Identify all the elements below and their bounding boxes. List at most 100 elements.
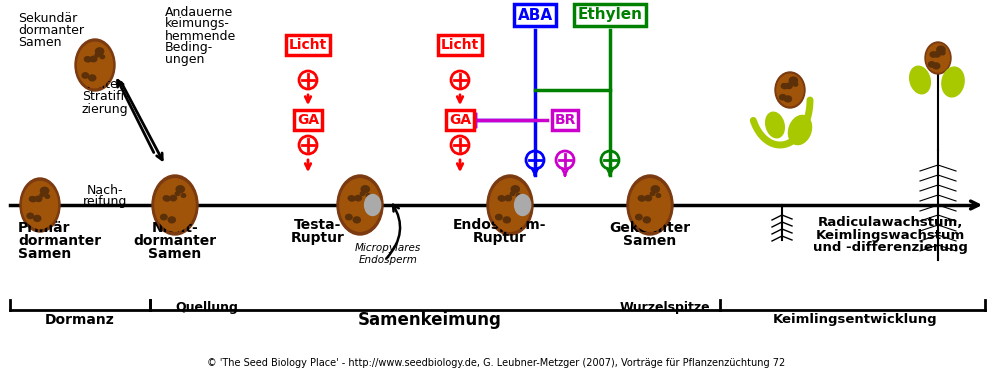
Ellipse shape <box>782 84 787 88</box>
Ellipse shape <box>643 217 651 223</box>
Ellipse shape <box>41 187 49 194</box>
Ellipse shape <box>925 42 951 74</box>
Ellipse shape <box>95 48 104 55</box>
Text: zierung: zierung <box>81 102 128 116</box>
Ellipse shape <box>337 175 383 235</box>
Ellipse shape <box>777 74 804 106</box>
Ellipse shape <box>929 62 934 67</box>
Text: Samen: Samen <box>623 234 677 248</box>
Ellipse shape <box>941 67 964 97</box>
Ellipse shape <box>34 215 41 222</box>
Ellipse shape <box>496 214 502 220</box>
Ellipse shape <box>36 196 42 201</box>
Ellipse shape <box>169 217 176 223</box>
Ellipse shape <box>340 179 380 231</box>
Text: Beding-: Beding- <box>165 42 213 54</box>
Text: dormanter: dormanter <box>134 234 216 248</box>
Ellipse shape <box>645 195 652 201</box>
Text: Samen: Samen <box>18 36 62 48</box>
Ellipse shape <box>656 194 661 197</box>
Text: Licht: Licht <box>440 38 479 52</box>
Text: und -differenzierung: und -differenzierung <box>812 242 967 254</box>
Ellipse shape <box>361 186 369 193</box>
Ellipse shape <box>365 195 381 215</box>
Ellipse shape <box>499 196 505 201</box>
Text: reifung: reifung <box>82 195 127 209</box>
Text: Kälte-: Kälte- <box>87 79 123 91</box>
Ellipse shape <box>937 50 941 54</box>
Text: Endosperm-: Endosperm- <box>453 218 547 232</box>
Ellipse shape <box>348 196 353 200</box>
Ellipse shape <box>155 179 195 231</box>
Ellipse shape <box>932 63 939 69</box>
Ellipse shape <box>170 195 177 201</box>
Ellipse shape <box>366 194 371 197</box>
Ellipse shape <box>505 195 512 201</box>
Ellipse shape <box>930 52 936 57</box>
Text: Endosperm: Endosperm <box>358 255 418 265</box>
Ellipse shape <box>85 57 91 62</box>
Text: ungen: ungen <box>165 54 204 67</box>
Ellipse shape <box>930 52 935 57</box>
Text: Testa-: Testa- <box>295 218 341 232</box>
Text: Dormanz: Dormanz <box>45 313 115 327</box>
Text: Stratifi-: Stratifi- <box>81 90 128 104</box>
Text: © 'The Seed Biology Place' - http://www.seedbiology.de, G. Leubner-Metzger (2007: © 'The Seed Biology Place' - http://www.… <box>207 358 785 368</box>
Ellipse shape <box>933 52 940 57</box>
Ellipse shape <box>27 213 34 218</box>
Ellipse shape <box>177 186 185 193</box>
Ellipse shape <box>498 196 504 200</box>
Text: Andauerne: Andauerne <box>165 6 233 19</box>
Ellipse shape <box>95 53 99 57</box>
Text: ABA: ABA <box>518 8 553 23</box>
Ellipse shape <box>152 175 198 235</box>
Ellipse shape <box>88 75 96 81</box>
Ellipse shape <box>936 46 945 53</box>
Ellipse shape <box>516 194 521 197</box>
Ellipse shape <box>515 195 531 215</box>
Ellipse shape <box>345 214 352 220</box>
Ellipse shape <box>182 194 186 197</box>
Text: Samenkeimung: Samenkeimung <box>358 311 502 329</box>
Ellipse shape <box>510 192 515 195</box>
Ellipse shape <box>780 94 786 100</box>
Text: Samen: Samen <box>149 247 201 261</box>
Ellipse shape <box>490 179 530 231</box>
Ellipse shape <box>794 82 798 86</box>
Ellipse shape <box>349 196 355 201</box>
Text: Radiculawachstum,: Radiculawachstum, <box>817 215 962 228</box>
Ellipse shape <box>940 51 945 55</box>
Ellipse shape <box>82 73 88 78</box>
Text: Primär: Primär <box>18 221 70 235</box>
Ellipse shape <box>766 112 785 138</box>
Ellipse shape <box>23 181 58 229</box>
Ellipse shape <box>164 196 169 200</box>
Ellipse shape <box>627 175 673 235</box>
Ellipse shape <box>30 197 36 202</box>
Ellipse shape <box>353 217 360 223</box>
Ellipse shape <box>30 197 35 201</box>
Text: Keimlingsentwicklung: Keimlingsentwicklung <box>773 313 937 327</box>
Ellipse shape <box>630 179 671 231</box>
Text: BR: BR <box>555 113 575 127</box>
Ellipse shape <box>77 42 112 88</box>
Text: Samen: Samen <box>18 247 71 261</box>
Ellipse shape <box>164 196 170 201</box>
Ellipse shape <box>785 96 792 102</box>
Text: Keimlingswachstum: Keimlingswachstum <box>815 228 964 242</box>
Text: Gekeimter: Gekeimter <box>609 221 690 235</box>
Ellipse shape <box>84 57 89 61</box>
Text: Ruptur: Ruptur <box>473 231 527 245</box>
Ellipse shape <box>910 66 930 94</box>
Ellipse shape <box>775 72 805 108</box>
Ellipse shape <box>161 214 167 220</box>
Ellipse shape <box>360 192 365 195</box>
Ellipse shape <box>503 217 510 223</box>
Ellipse shape <box>355 195 361 201</box>
Text: dormanter: dormanter <box>18 23 84 37</box>
Text: Nach-: Nach- <box>86 183 123 197</box>
Ellipse shape <box>789 115 811 145</box>
Text: hemmende: hemmende <box>165 29 236 42</box>
Ellipse shape <box>176 192 180 195</box>
Text: Ethylen: Ethylen <box>577 8 643 23</box>
